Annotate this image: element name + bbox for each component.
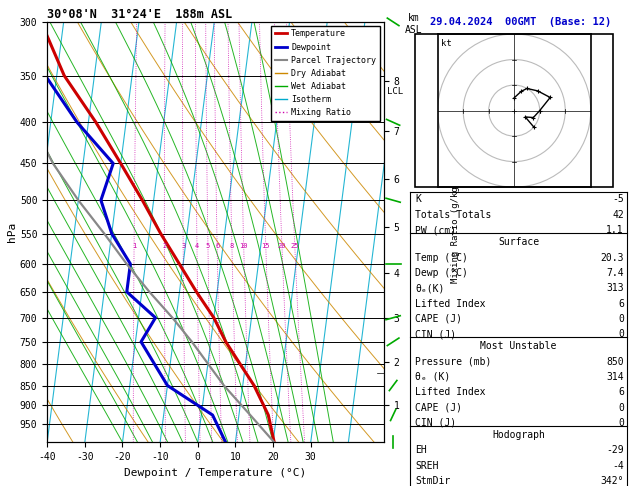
Text: 20.3: 20.3: [601, 253, 624, 262]
Text: 1.1: 1.1: [606, 225, 624, 235]
Text: 0: 0: [618, 418, 624, 428]
Text: 313: 313: [606, 283, 624, 293]
Text: 2: 2: [162, 243, 167, 249]
Text: Surface: Surface: [498, 237, 539, 247]
Text: 5: 5: [206, 243, 210, 249]
Text: 314: 314: [606, 372, 624, 382]
Text: CAPE (J): CAPE (J): [415, 314, 462, 324]
Text: 3: 3: [181, 243, 186, 249]
Text: CIN (J): CIN (J): [415, 418, 456, 428]
Text: -29: -29: [606, 446, 624, 455]
Text: EH: EH: [415, 446, 427, 455]
Text: 7.4: 7.4: [606, 268, 624, 278]
Y-axis label: hPa: hPa: [7, 222, 17, 242]
Text: -4: -4: [612, 461, 624, 471]
Text: -5: -5: [612, 194, 624, 205]
Text: 1: 1: [132, 243, 136, 249]
Text: 4: 4: [195, 243, 199, 249]
Text: Lifted Index: Lifted Index: [415, 298, 486, 309]
Text: 6: 6: [618, 387, 624, 397]
Text: 0: 0: [618, 402, 624, 413]
Text: SREH: SREH: [415, 461, 438, 471]
Text: CIN (J): CIN (J): [415, 329, 456, 339]
Y-axis label: km
ASL: km ASL: [405, 14, 423, 35]
Text: 42: 42: [612, 210, 624, 220]
Text: PW (cm): PW (cm): [415, 225, 456, 235]
Text: 850: 850: [606, 357, 624, 366]
Text: 0: 0: [618, 329, 624, 339]
Text: 25: 25: [291, 243, 299, 249]
Text: Pressure (mb): Pressure (mb): [415, 357, 491, 366]
Text: 10: 10: [240, 243, 248, 249]
Text: 29.04.2024  00GMT  (Base: 12): 29.04.2024 00GMT (Base: 12): [430, 17, 611, 27]
Text: 30°08'N  31°24'E  188m ASL: 30°08'N 31°24'E 188m ASL: [47, 8, 233, 21]
Text: Temp (°C): Temp (°C): [415, 253, 468, 262]
Text: StmDir: StmDir: [415, 476, 450, 486]
Text: 8: 8: [230, 243, 234, 249]
Text: 342°: 342°: [601, 476, 624, 486]
Text: 6: 6: [618, 298, 624, 309]
Text: K: K: [415, 194, 421, 205]
Text: Lifted Index: Lifted Index: [415, 387, 486, 397]
Text: 20: 20: [278, 243, 286, 249]
Text: θₑ (K): θₑ (K): [415, 372, 450, 382]
Legend: Temperature, Dewpoint, Parcel Trajectory, Dry Adiabat, Wet Adiabat, Isotherm, Mi: Temperature, Dewpoint, Parcel Trajectory…: [271, 26, 379, 121]
Text: kt: kt: [441, 38, 452, 48]
Text: 15: 15: [262, 243, 270, 249]
X-axis label: Dewpoint / Temperature (°C): Dewpoint / Temperature (°C): [125, 468, 306, 478]
Text: Most Unstable: Most Unstable: [481, 341, 557, 351]
Text: 0: 0: [618, 314, 624, 324]
Text: Dewp (°C): Dewp (°C): [415, 268, 468, 278]
Text: LCL: LCL: [387, 87, 403, 96]
Text: Totals Totals: Totals Totals: [415, 210, 491, 220]
Text: CAPE (J): CAPE (J): [415, 402, 462, 413]
Text: Hodograph: Hodograph: [492, 430, 545, 440]
Text: Mixing Ratio (g/kg): Mixing Ratio (g/kg): [452, 181, 460, 283]
Text: 6: 6: [215, 243, 220, 249]
Text: θₑ(K): θₑ(K): [415, 283, 445, 293]
